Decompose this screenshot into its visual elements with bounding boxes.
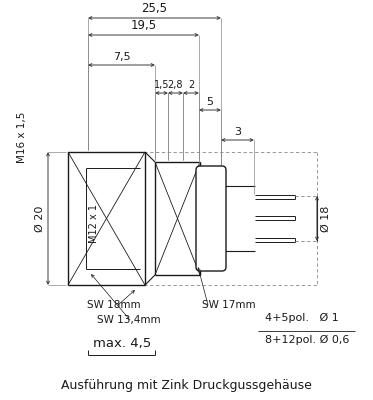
Text: 25,5: 25,5 — [141, 2, 167, 15]
Text: 19,5: 19,5 — [131, 19, 157, 32]
Text: max. 4,5: max. 4,5 — [93, 336, 151, 350]
Text: 3: 3 — [234, 127, 241, 137]
Text: 7,5: 7,5 — [113, 52, 130, 62]
Text: 1,5: 1,5 — [154, 80, 169, 90]
Text: 8+12pol. Ø 0,6: 8+12pol. Ø 0,6 — [265, 335, 350, 345]
Text: Ø 18: Ø 18 — [321, 205, 331, 232]
Text: 5: 5 — [207, 97, 213, 107]
Text: SW 13,4mm: SW 13,4mm — [97, 315, 161, 325]
Text: SW 17mm: SW 17mm — [202, 300, 256, 310]
Text: Ø 20: Ø 20 — [35, 205, 45, 232]
Text: M16 x 1,5: M16 x 1,5 — [17, 111, 27, 163]
Text: SW 18mm: SW 18mm — [87, 300, 141, 310]
Text: Ausführung mit Zink Druckgussgehäuse: Ausführung mit Zink Druckgussgehäuse — [60, 378, 311, 392]
Text: 2: 2 — [188, 80, 194, 90]
FancyBboxPatch shape — [196, 166, 226, 271]
Text: M12 x 1: M12 x 1 — [89, 204, 99, 243]
Text: 2,8: 2,8 — [168, 80, 183, 90]
Text: 4+5pol.   Ø 1: 4+5pol. Ø 1 — [265, 313, 339, 323]
